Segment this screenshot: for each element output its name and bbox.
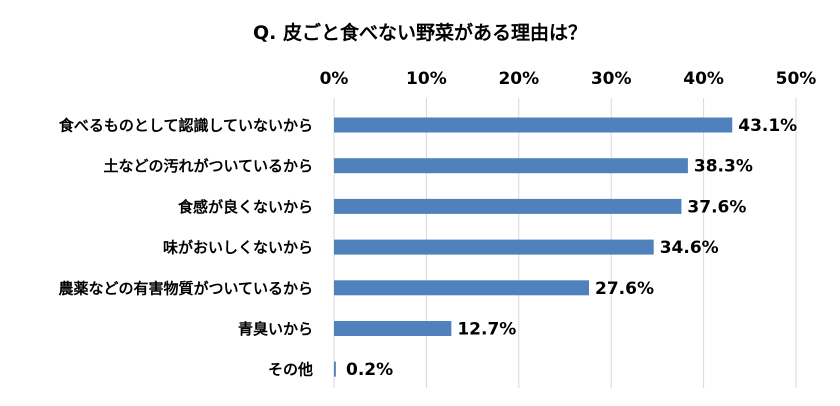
value-label: 38.3% bbox=[694, 157, 753, 177]
value-label: 43.1% bbox=[738, 116, 797, 136]
bars bbox=[334, 117, 733, 377]
x-tick-label: 10% bbox=[406, 69, 447, 89]
x-tick-label: 50% bbox=[776, 69, 817, 89]
category-label: 青臭いから bbox=[238, 320, 313, 338]
x-tick-label: 40% bbox=[683, 69, 724, 89]
category-label: 土などの汚れがついているから bbox=[103, 157, 313, 175]
category-label: その他 bbox=[268, 361, 313, 379]
value-label: 0.2% bbox=[346, 360, 393, 380]
category-labels: 食べるものとして認識していないから土などの汚れがついているから食感が良くないから… bbox=[58, 117, 313, 379]
bar bbox=[334, 117, 733, 133]
bar bbox=[334, 198, 682, 214]
value-label: 12.7% bbox=[457, 320, 516, 340]
category-label: 農薬などの有害物質がついているから bbox=[58, 279, 313, 297]
category-label: 味がおいしくないから bbox=[163, 239, 313, 257]
bar bbox=[334, 280, 590, 296]
bar bbox=[334, 321, 452, 336]
bar bbox=[334, 158, 688, 174]
value-labels: 43.1% 38.3% 37.6% 34.6% 27.6% 12.7% 0.2% bbox=[346, 116, 797, 380]
bar bbox=[334, 239, 654, 255]
x-tick-label: 30% bbox=[591, 69, 632, 89]
value-label: 37.6% bbox=[687, 197, 746, 217]
category-label: 食べるものとして認識していないから bbox=[59, 117, 313, 135]
x-tick-label: 20% bbox=[498, 69, 539, 89]
chart-title: Q. 皮ごと食べない野菜がある理由は？ bbox=[253, 21, 587, 44]
value-label: 34.6% bbox=[660, 238, 719, 258]
value-label: 27.6% bbox=[595, 279, 654, 299]
x-tick-label: 0% bbox=[320, 69, 349, 89]
x-axis-ticks: 0% 10% 20% 30% 40% 50% bbox=[320, 69, 817, 89]
category-label: 食感が良くないから bbox=[178, 198, 313, 216]
bar bbox=[334, 361, 336, 377]
